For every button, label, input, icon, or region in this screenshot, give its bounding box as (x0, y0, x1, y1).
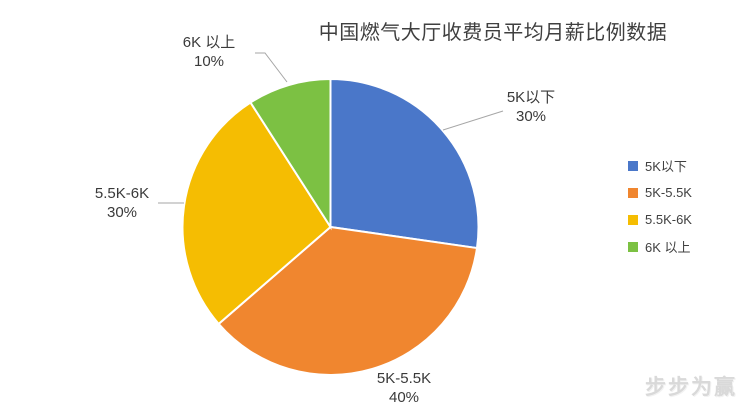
legend-label: 5K以下 (645, 159, 687, 174)
data-label-category: 5K以下 (506, 89, 556, 106)
data-label-percent: 10% (193, 53, 225, 70)
data-label-percent: 30% (106, 204, 138, 221)
data-label-percent: 30% (515, 108, 547, 125)
pie-slice-0[interactable] (329, 77, 480, 250)
legend: 5K以下 5K-5.5K 5.5K-6K 6K 以上 (628, 152, 692, 260)
legend-item-6k-above[interactable]: 6K 以上 (628, 233, 692, 260)
legend-swatch (628, 187, 638, 198)
pie-slice-3[interactable] (249, 77, 332, 231)
legend-item-5k-below[interactable]: 5K以下 (628, 152, 692, 179)
pie-slice-1[interactable] (217, 225, 479, 376)
legend-label: 5K-5.5K (645, 185, 692, 200)
data-label-5k-below: 5K以下 30% (507, 88, 555, 126)
data-label-5k-5-5k: 5K-5.5K 40% (377, 369, 431, 407)
data-label-category: 6K 以上 (182, 34, 236, 51)
legend-label: 6K 以上 (645, 240, 691, 255)
pie-slice-2[interactable] (181, 101, 332, 326)
legend-swatch (628, 160, 638, 171)
data-label-category: 5.5K-6K (94, 185, 150, 202)
data-label-percent: 40% (388, 389, 420, 406)
leader-line-6k-above (255, 52, 288, 83)
data-label-category: 5K-5.5K (376, 370, 432, 387)
legend-item-5k-5-5k[interactable]: 5K-5.5K (628, 179, 692, 206)
data-label-5-5k-6k: 5.5K-6K 30% (95, 184, 149, 222)
watermark: 步步为赢 (645, 376, 737, 399)
chart-title: 中国燃气大厅收费员平均月薪比例数据 (318, 22, 668, 44)
legend-label: 5.5K-6K (645, 212, 692, 227)
legend-swatch (628, 241, 638, 252)
legend-swatch (628, 214, 638, 225)
leader-line-5k-below (442, 110, 504, 131)
legend-item-5-5k-6k[interactable]: 5.5K-6K (628, 206, 692, 233)
data-label-6k-above: 6K 以上 10% (183, 33, 236, 71)
